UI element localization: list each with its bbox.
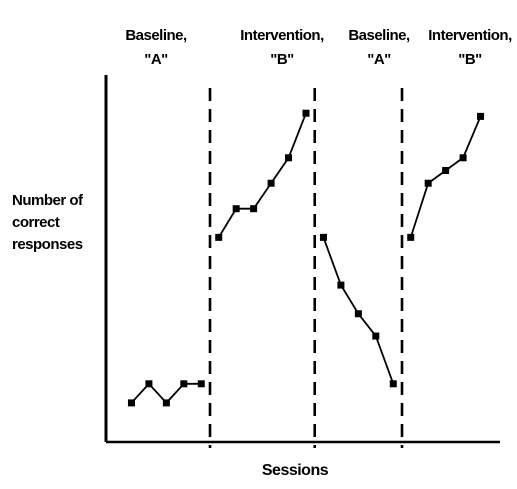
data-point-p3-5 <box>389 380 397 388</box>
data-point-p1-1 <box>127 399 135 407</box>
data-point-p2-6 <box>302 109 310 117</box>
phase-label-line2: "A" <box>367 51 391 68</box>
phase-label-baseline-a1: Baseline, "A" <box>125 24 187 72</box>
phase-label-line1: Intervention, <box>428 27 512 44</box>
phase-label-line1: Baseline, <box>348 27 410 44</box>
data-point-p4-1 <box>407 233 415 241</box>
series-line-phase-2 <box>217 112 307 238</box>
phase-label-line2: "B" <box>270 51 294 68</box>
phase-change-lines <box>208 88 404 448</box>
x-axis-label: Sessions <box>261 462 329 479</box>
data-point-p3-4 <box>372 332 380 340</box>
data-point-p2-1 <box>215 233 223 241</box>
data-point-p1-3 <box>162 399 170 407</box>
phase-label-intervention-b1: Intervention, "B" <box>240 24 324 72</box>
data-point-p4-3 <box>442 167 450 175</box>
data-point-p3-3 <box>354 310 362 318</box>
y-axis-label: Number of correct responses <box>12 190 83 256</box>
phase-label-line2: "B" <box>458 51 482 68</box>
data-series <box>127 109 485 407</box>
phase-label-baseline-a2: Baseline, "A" <box>348 24 410 72</box>
data-point-p4-5 <box>477 112 485 120</box>
phase-label-line1: Baseline, <box>125 27 187 44</box>
data-point-p2-4 <box>267 179 275 187</box>
data-point-p2-5 <box>285 154 293 162</box>
data-point-p4-2 <box>424 179 432 187</box>
y-axis-label-line: responses <box>12 236 83 253</box>
phase-label-intervention-b2: Intervention, "B" <box>428 24 512 72</box>
data-point-p1-2 <box>145 380 153 388</box>
data-point-p3-1 <box>319 233 327 241</box>
data-point-p1-5 <box>197 380 205 388</box>
data-point-p2-2 <box>232 205 240 213</box>
data-point-p1-4 <box>180 380 188 388</box>
series-line-phase-4 <box>409 116 482 238</box>
data-point-p3-2 <box>337 281 345 289</box>
data-point-p2-3 <box>250 205 258 213</box>
y-axis-label-line: Number of <box>12 192 83 209</box>
phase-label-line1: Intervention, <box>240 27 324 44</box>
data-point-p4-4 <box>459 154 467 162</box>
y-axis-label-line: correct <box>12 214 60 231</box>
phase-label-line2: "A" <box>144 51 168 68</box>
